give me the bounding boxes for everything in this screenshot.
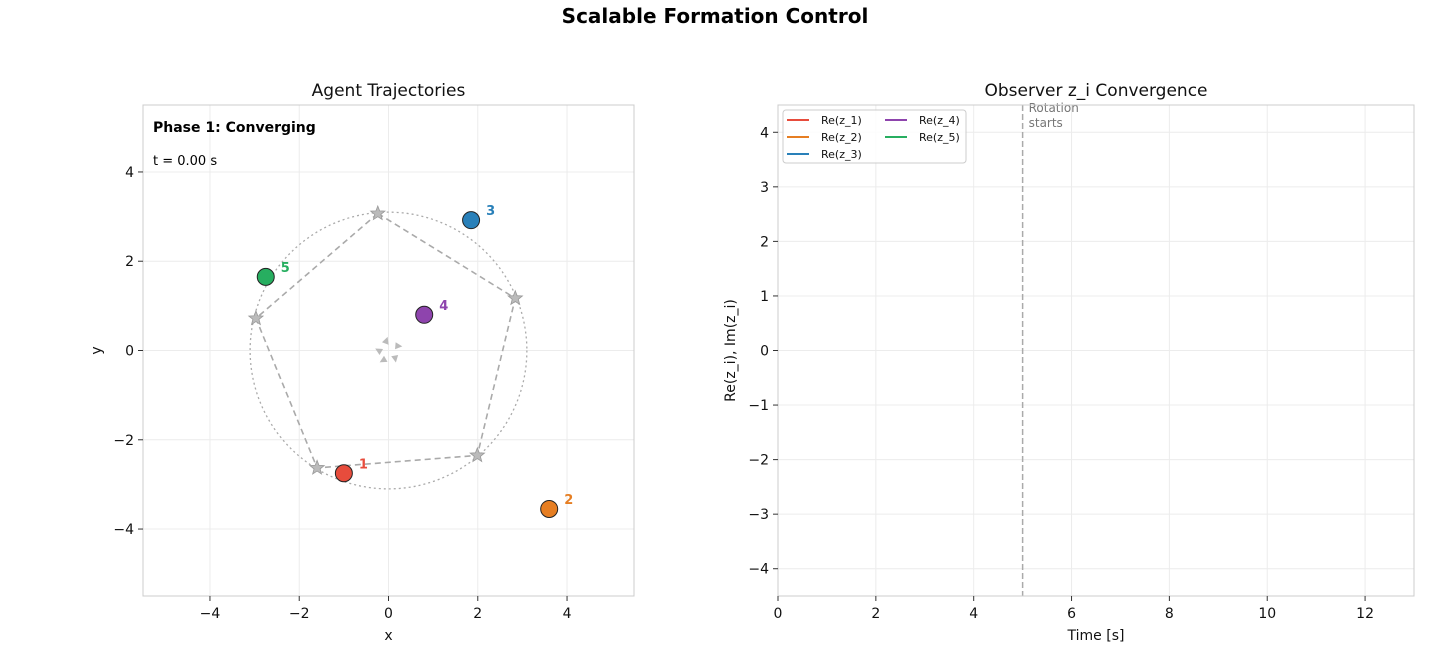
y-tick-label: −1 [748, 398, 769, 414]
convergence-ylabel: Re(z_i), Im(z_i) [723, 299, 739, 402]
agent-marker [334, 464, 353, 483]
x-tick-label: 2 [871, 606, 880, 622]
y-tick-label: 0 [125, 344, 134, 360]
legend-entry: Re(z_1) [821, 114, 862, 127]
x-tick-label: 2 [473, 606, 482, 622]
trajectories-grid [143, 105, 634, 596]
y-tick-label: −2 [748, 453, 769, 469]
convergence-title: Observer z_i Convergence [984, 81, 1207, 101]
agent-label: 2 [564, 493, 573, 508]
target-star [247, 309, 265, 326]
y-tick-label: 1 [760, 289, 769, 305]
target-star [369, 204, 386, 221]
trajectories-ylabel: y [89, 346, 105, 354]
target-star [469, 446, 486, 463]
target-formation-circle [249, 211, 528, 490]
center-marker [379, 355, 388, 363]
center-markers [375, 336, 403, 363]
rotation-label-line1: Rotation [1029, 101, 1079, 115]
y-tick-label: 3 [760, 180, 769, 196]
target-star [308, 459, 326, 475]
legend-entry: Re(z_4) [919, 114, 960, 127]
target-markers [247, 204, 524, 475]
x-tick-label: 12 [1356, 606, 1374, 622]
agent-marker [540, 499, 559, 518]
agent-marker [256, 267, 275, 286]
trajectories-ticks: −4 −2 0 2 4 −4 −2 0 2 4 [113, 165, 571, 622]
x-tick-label: 10 [1258, 606, 1276, 622]
y-tick-label: 2 [760, 234, 769, 250]
x-tick-label: 0 [384, 606, 393, 622]
y-tick-label: −4 [113, 522, 134, 538]
x-tick-label: 4 [563, 606, 572, 622]
convergence-legend: Re(z_1) Re(z_2) Re(z_3) Re(z_4) Re(z_5) [782, 109, 967, 164]
center-marker [391, 354, 399, 363]
agent-markers: 1 2 3 4 5 [256, 204, 573, 518]
legend-entry: Re(z_3) [821, 148, 862, 161]
x-tick-label: −4 [200, 606, 221, 622]
legend-frame [782, 109, 967, 164]
agent-label: 4 [439, 299, 448, 314]
target-star [507, 289, 524, 306]
x-tick-label: 4 [969, 606, 978, 622]
center-marker [381, 336, 389, 345]
figure-title: Scalable Formation Control [562, 4, 869, 28]
y-tick-label: −2 [113, 433, 134, 449]
agent-marker [415, 305, 434, 324]
center-marker [375, 348, 384, 356]
y-tick-label: 2 [125, 254, 134, 270]
rotation-label-line2: starts [1029, 116, 1063, 130]
convergence-grid [777, 105, 1414, 596]
y-tick-label: 0 [760, 344, 769, 360]
agent-label: 5 [281, 261, 290, 276]
y-tick-label: 4 [125, 165, 134, 181]
y-tick-label: −3 [748, 507, 769, 523]
target-formation-polygon [254, 212, 517, 469]
y-tick-label: −4 [748, 562, 769, 578]
trajectories-xlabel: x [384, 628, 392, 644]
agent-label: 3 [486, 204, 495, 219]
legend-entry: Re(z_5) [919, 131, 960, 144]
y-tick-label: 4 [760, 125, 769, 141]
phase-text: Phase 1: Converging [153, 120, 316, 136]
trajectories-title: Agent Trajectories [312, 81, 466, 101]
legend-entry: Re(z_2) [821, 131, 862, 144]
x-tick-label: 0 [774, 606, 783, 622]
x-tick-label: −2 [289, 606, 310, 622]
x-tick-label: 6 [1067, 606, 1076, 622]
x-tick-label: 8 [1165, 606, 1174, 622]
time-text: t = 0.00 s [153, 154, 217, 169]
agent-marker [462, 211, 481, 230]
convergence-xlabel: Time [s] [1067, 628, 1125, 644]
agent-label: 1 [359, 457, 368, 472]
center-marker [395, 342, 403, 350]
